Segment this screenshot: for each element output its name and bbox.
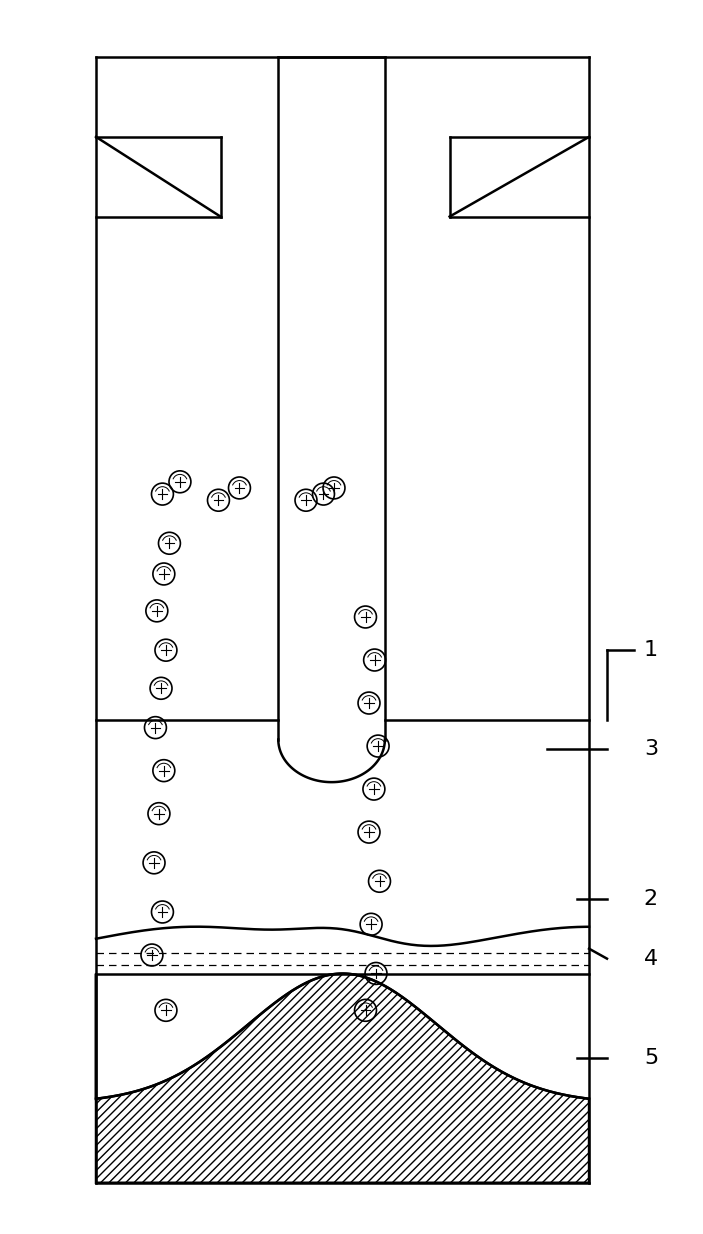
- Text: 3: 3: [644, 739, 658, 759]
- Text: 4: 4: [644, 949, 658, 969]
- Polygon shape: [96, 974, 589, 1182]
- Text: 2: 2: [644, 888, 658, 909]
- Text: 1: 1: [644, 640, 658, 660]
- Text: 5: 5: [644, 1048, 658, 1069]
